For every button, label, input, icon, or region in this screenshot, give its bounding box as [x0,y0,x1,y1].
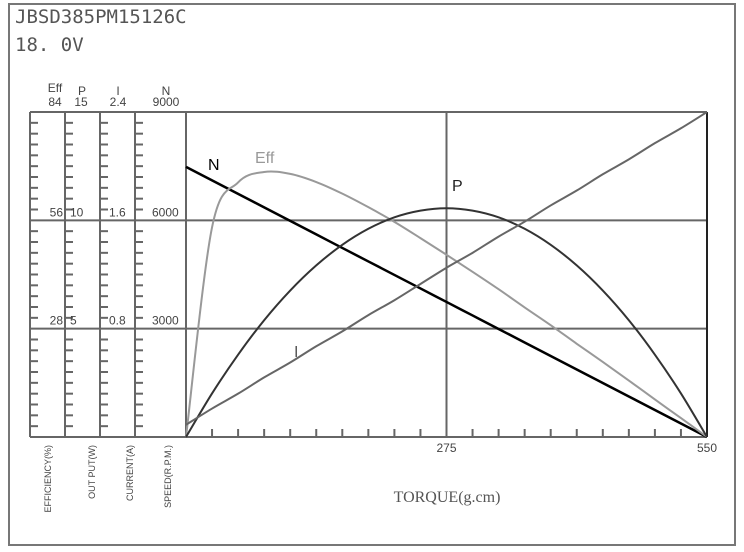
series-label-i: I [294,344,298,361]
tick-label-eff: 56 [50,205,64,219]
series-label-n: N [208,157,220,174]
axis-label-p: OUT PUT(W) [87,445,97,499]
tick-label-n: 6000 [152,205,179,219]
x-axis-label: TORQUE(g.cm) [394,489,501,506]
series-line-eff [185,170,708,438]
axis-header-eff: Eff [48,81,63,95]
axis-label-eff: EFFICIENCY(%) [43,445,53,513]
tick-label-p: 10 [70,205,84,219]
axis-label-n: SPEED(R.P.M.) [163,445,173,508]
series-line-n [185,165,708,439]
series-label-p: P [452,178,463,195]
axis-max-p: 15 [74,95,88,109]
chart-title: JBSD385PM15126C [15,6,187,28]
tick-label-n: 3000 [152,314,179,328]
axis-header-n: N [162,84,171,98]
series-line-p [185,207,708,438]
axis-header-i: I [116,84,119,98]
series-line-i [185,111,708,426]
series-label-eff: Eff [255,150,275,167]
axis-header-p: P [78,84,86,98]
tick-label-i: 0.8 [109,314,126,328]
x-tick-label: 275 [436,441,456,455]
axis-label-i: CURRENT(A) [125,445,135,501]
chart-frame [8,3,736,546]
tick-label-i: 1.6 [109,205,126,219]
x-tick-label: 550 [697,441,717,455]
tick-label-p: 5 [70,314,77,328]
chart-subtitle: 18. 0V [15,34,84,56]
tick-label-eff: 28 [50,314,64,328]
axis-max-i: 2.4 [110,95,127,109]
axis-max-n: 9000 [153,95,180,109]
axis-max-eff: 84 [48,95,62,109]
